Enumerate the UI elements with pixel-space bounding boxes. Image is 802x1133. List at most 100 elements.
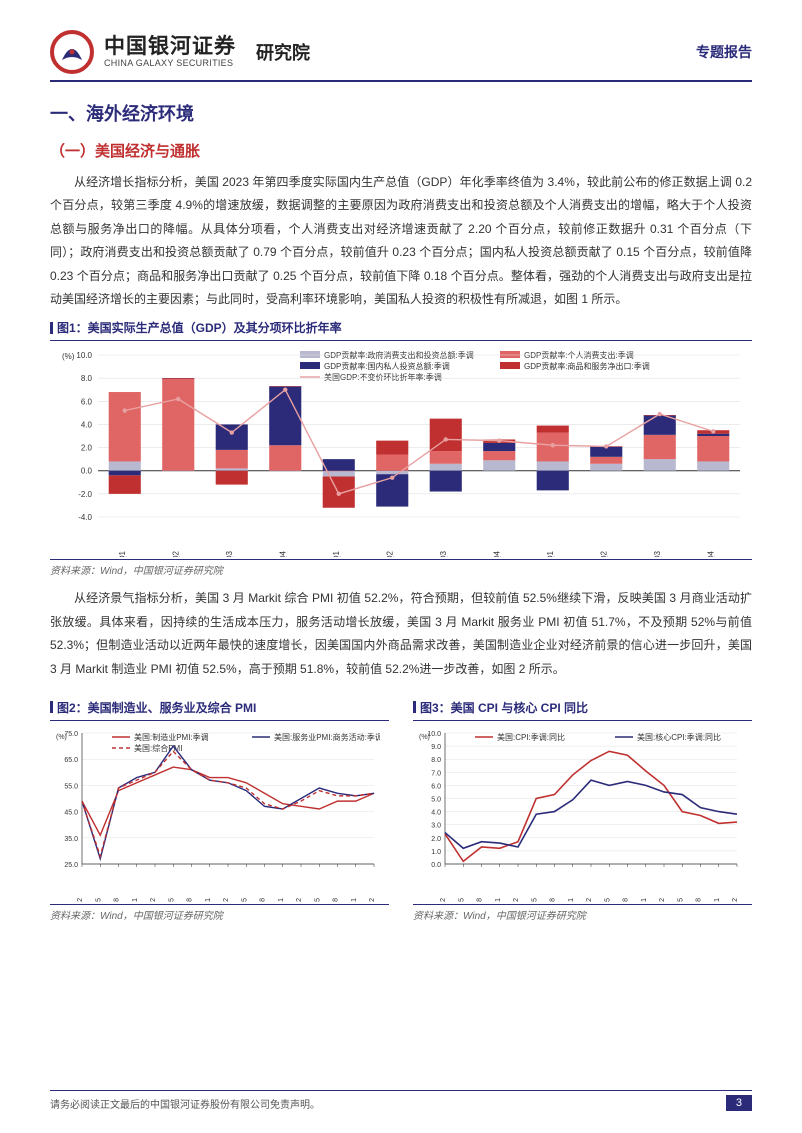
svg-text:2021-08: 2021-08 <box>550 898 557 902</box>
fig3-title: 图3：美国 CPI 与核心 CPI 同比 <box>413 699 752 716</box>
fig2-title: 图2：美国制造业、服务业及综合 PMI <box>50 699 389 716</box>
svg-text:2022Q2: 2022Q2 <box>385 551 394 558</box>
paragraph-2: 从经济景气指标分析，美国 3 月 Markit 综合 PMI 初值 52.2%，… <box>50 587 752 681</box>
svg-text:2022-11: 2022-11 <box>278 898 285 902</box>
brand-block: 中国银河证券 CHINA GALAXY SECURITIES 研究院 <box>50 30 310 74</box>
svg-text:美国:核心CPI:季调:同比: 美国:核心CPI:季调:同比 <box>637 732 721 742</box>
page-footer: 请务必阅读正文最后的中国银河证券股份有限公司免责声明。 3 <box>50 1090 752 1112</box>
fig3-chart: 美国:CPI:季调:同比 美国:核心CPI:季调:同比 0.0 1.0 2.0 3.0 4.… <box>413 720 752 905</box>
svg-text:1.0: 1.0 <box>431 849 441 856</box>
svg-text:-4.0: -4.0 <box>78 513 92 522</box>
svg-text:2021-11: 2021-11 <box>568 898 575 902</box>
svg-text:5.0: 5.0 <box>431 796 441 803</box>
svg-text:2023Q1: 2023Q1 <box>546 551 555 558</box>
svg-text:2022-02: 2022-02 <box>223 898 230 902</box>
svg-text:美国:CPI:季调:同比: 美国:CPI:季调:同比 <box>497 732 565 742</box>
fig1-source: 资料来源：Wind，中国银河证券研究院 <box>50 562 752 577</box>
svg-text:2023-08: 2023-08 <box>333 898 340 902</box>
institute-label: 研究院 <box>256 39 310 65</box>
svg-text:45.0: 45.0 <box>64 810 78 817</box>
svg-text:美国GDP:不变价环比折年率:季调: 美国GDP:不变价环比折年率:季调 <box>324 372 442 382</box>
svg-text:2021-05: 2021-05 <box>168 898 175 902</box>
svg-text:2023-11: 2023-11 <box>714 898 721 902</box>
svg-text:3.0: 3.0 <box>431 823 441 830</box>
svg-text:2022Q1: 2022Q1 <box>332 551 341 558</box>
company-logo-icon <box>50 30 94 74</box>
svg-text:2020-08: 2020-08 <box>114 898 121 902</box>
svg-text:2023Q4: 2023Q4 <box>706 551 715 558</box>
svg-text:2022-08: 2022-08 <box>623 898 630 902</box>
svg-text:2022Q3: 2022Q3 <box>439 551 448 558</box>
paragraph-1: 从经济增长指标分析，美国 2023 年第四季度实际国内生产总值（GDP）年化季率… <box>50 171 752 311</box>
svg-text:2022-08: 2022-08 <box>260 898 267 902</box>
svg-text:4.0: 4.0 <box>431 810 441 817</box>
svg-text:-2.0: -2.0 <box>78 490 92 499</box>
svg-text:2022Q4: 2022Q4 <box>492 551 501 558</box>
svg-text:(%): (%) <box>419 734 430 741</box>
svg-text:2023-02: 2023-02 <box>296 898 303 902</box>
svg-text:2021Q3: 2021Q3 <box>225 551 234 558</box>
svg-text:10.0: 10.0 <box>76 351 92 360</box>
svg-text:2021Q4: 2021Q4 <box>278 551 287 558</box>
svg-text:8.0: 8.0 <box>81 374 93 383</box>
fig1-chart: GDP贡献率:政府消费支出和投资总额:季调GDP贡献率:个人消费支出:季调GDP… <box>50 340 752 560</box>
svg-text:0.0: 0.0 <box>81 467 93 476</box>
svg-text:2021Q2: 2021Q2 <box>171 551 180 558</box>
svg-text:2022-05: 2022-05 <box>241 898 248 902</box>
svg-text:0.0: 0.0 <box>431 862 441 869</box>
svg-text:2021-05: 2021-05 <box>531 898 538 902</box>
svg-text:2021-11: 2021-11 <box>205 898 212 902</box>
svg-text:55.0: 55.0 <box>64 783 78 790</box>
svg-text:2024-02: 2024-02 <box>732 898 739 902</box>
svg-text:2.0: 2.0 <box>431 836 441 843</box>
svg-text:9.0: 9.0 <box>431 744 441 751</box>
svg-text:2023-02: 2023-02 <box>659 898 666 902</box>
brand-name-cn: 中国银河证券 <box>104 36 236 57</box>
page-number: 3 <box>726 1095 752 1111</box>
header: 中国银河证券 CHINA GALAXY SECURITIES 研究院 专题报告 <box>50 30 752 82</box>
svg-text:2023Q2: 2023Q2 <box>599 551 608 558</box>
svg-text:美国:制造业PMI:季调: 美国:制造业PMI:季调 <box>134 732 209 742</box>
svg-text:8.0: 8.0 <box>431 757 441 764</box>
svg-text:2023Q3: 2023Q3 <box>653 551 662 558</box>
footer-disclaimer: 请务必阅读正文最后的中国银河证券股份有限公司免责声明。 <box>50 1096 320 1111</box>
svg-text:GDP贡献率:国内私人投资总额:季调: GDP贡献率:国内私人投资总额:季调 <box>324 361 450 371</box>
fig2-chart: 美国:制造业PMI:季调美国:服务业PMI:商务活动:季调美国:综合PMI25.… <box>50 720 389 905</box>
section-subheading-1: （一）美国经济与通胀 <box>50 140 752 161</box>
svg-text:GDP贡献率:商品和服务净出口:季调: GDP贡献率:商品和服务净出口:季调 <box>524 361 650 371</box>
svg-text:35.0: 35.0 <box>64 836 78 843</box>
svg-text:2023-11: 2023-11 <box>351 898 358 902</box>
svg-text:2022-11: 2022-11 <box>641 898 648 902</box>
fig3-source: 资料来源：Wind，中国银河证券研究院 <box>413 907 752 922</box>
svg-text:25.0: 25.0 <box>64 862 78 869</box>
brand-name-en: CHINA GALAXY SECURITIES <box>104 59 236 68</box>
svg-text:2020-11: 2020-11 <box>495 898 502 902</box>
svg-text:(%): (%) <box>62 352 75 361</box>
svg-text:2020-11: 2020-11 <box>132 898 139 902</box>
svg-text:2022-02: 2022-02 <box>586 898 593 902</box>
document-type-label: 专题报告 <box>696 42 752 62</box>
svg-text:7.0: 7.0 <box>431 770 441 777</box>
svg-text:2021Q1: 2021Q1 <box>118 551 127 558</box>
svg-text:2020-08: 2020-08 <box>477 898 484 902</box>
svg-text:6.0: 6.0 <box>431 783 441 790</box>
svg-text:2021-02: 2021-02 <box>513 898 520 902</box>
svg-text:65.0: 65.0 <box>64 757 78 764</box>
svg-text:6.0: 6.0 <box>81 398 93 407</box>
svg-text:2021-02: 2021-02 <box>150 898 157 902</box>
svg-text:4.0: 4.0 <box>81 421 93 430</box>
svg-text:2020-05: 2020-05 <box>458 898 465 902</box>
svg-text:2022-05: 2022-05 <box>604 898 611 902</box>
fig2-source: 资料来源：Wind，中国银河证券研究院 <box>50 907 389 922</box>
svg-text:2024-02: 2024-02 <box>369 898 376 902</box>
svg-text:2023-08: 2023-08 <box>696 898 703 902</box>
section-heading-1: 一、海外经济环境 <box>50 100 752 126</box>
svg-text:美国:服务业PMI:商务活动:季调: 美国:服务业PMI:商务活动:季调 <box>274 732 380 742</box>
svg-text:2023-05: 2023-05 <box>314 898 321 902</box>
svg-text:2023-05: 2023-05 <box>677 898 684 902</box>
fig1-title: 图1：美国实际生产总值（GDP）及其分项环比折年率 <box>50 319 752 336</box>
svg-text:2020-02: 2020-02 <box>77 898 84 902</box>
svg-text:(%): (%) <box>56 734 67 741</box>
svg-text:2020-05: 2020-05 <box>95 898 102 902</box>
svg-text:2.0: 2.0 <box>81 444 93 453</box>
